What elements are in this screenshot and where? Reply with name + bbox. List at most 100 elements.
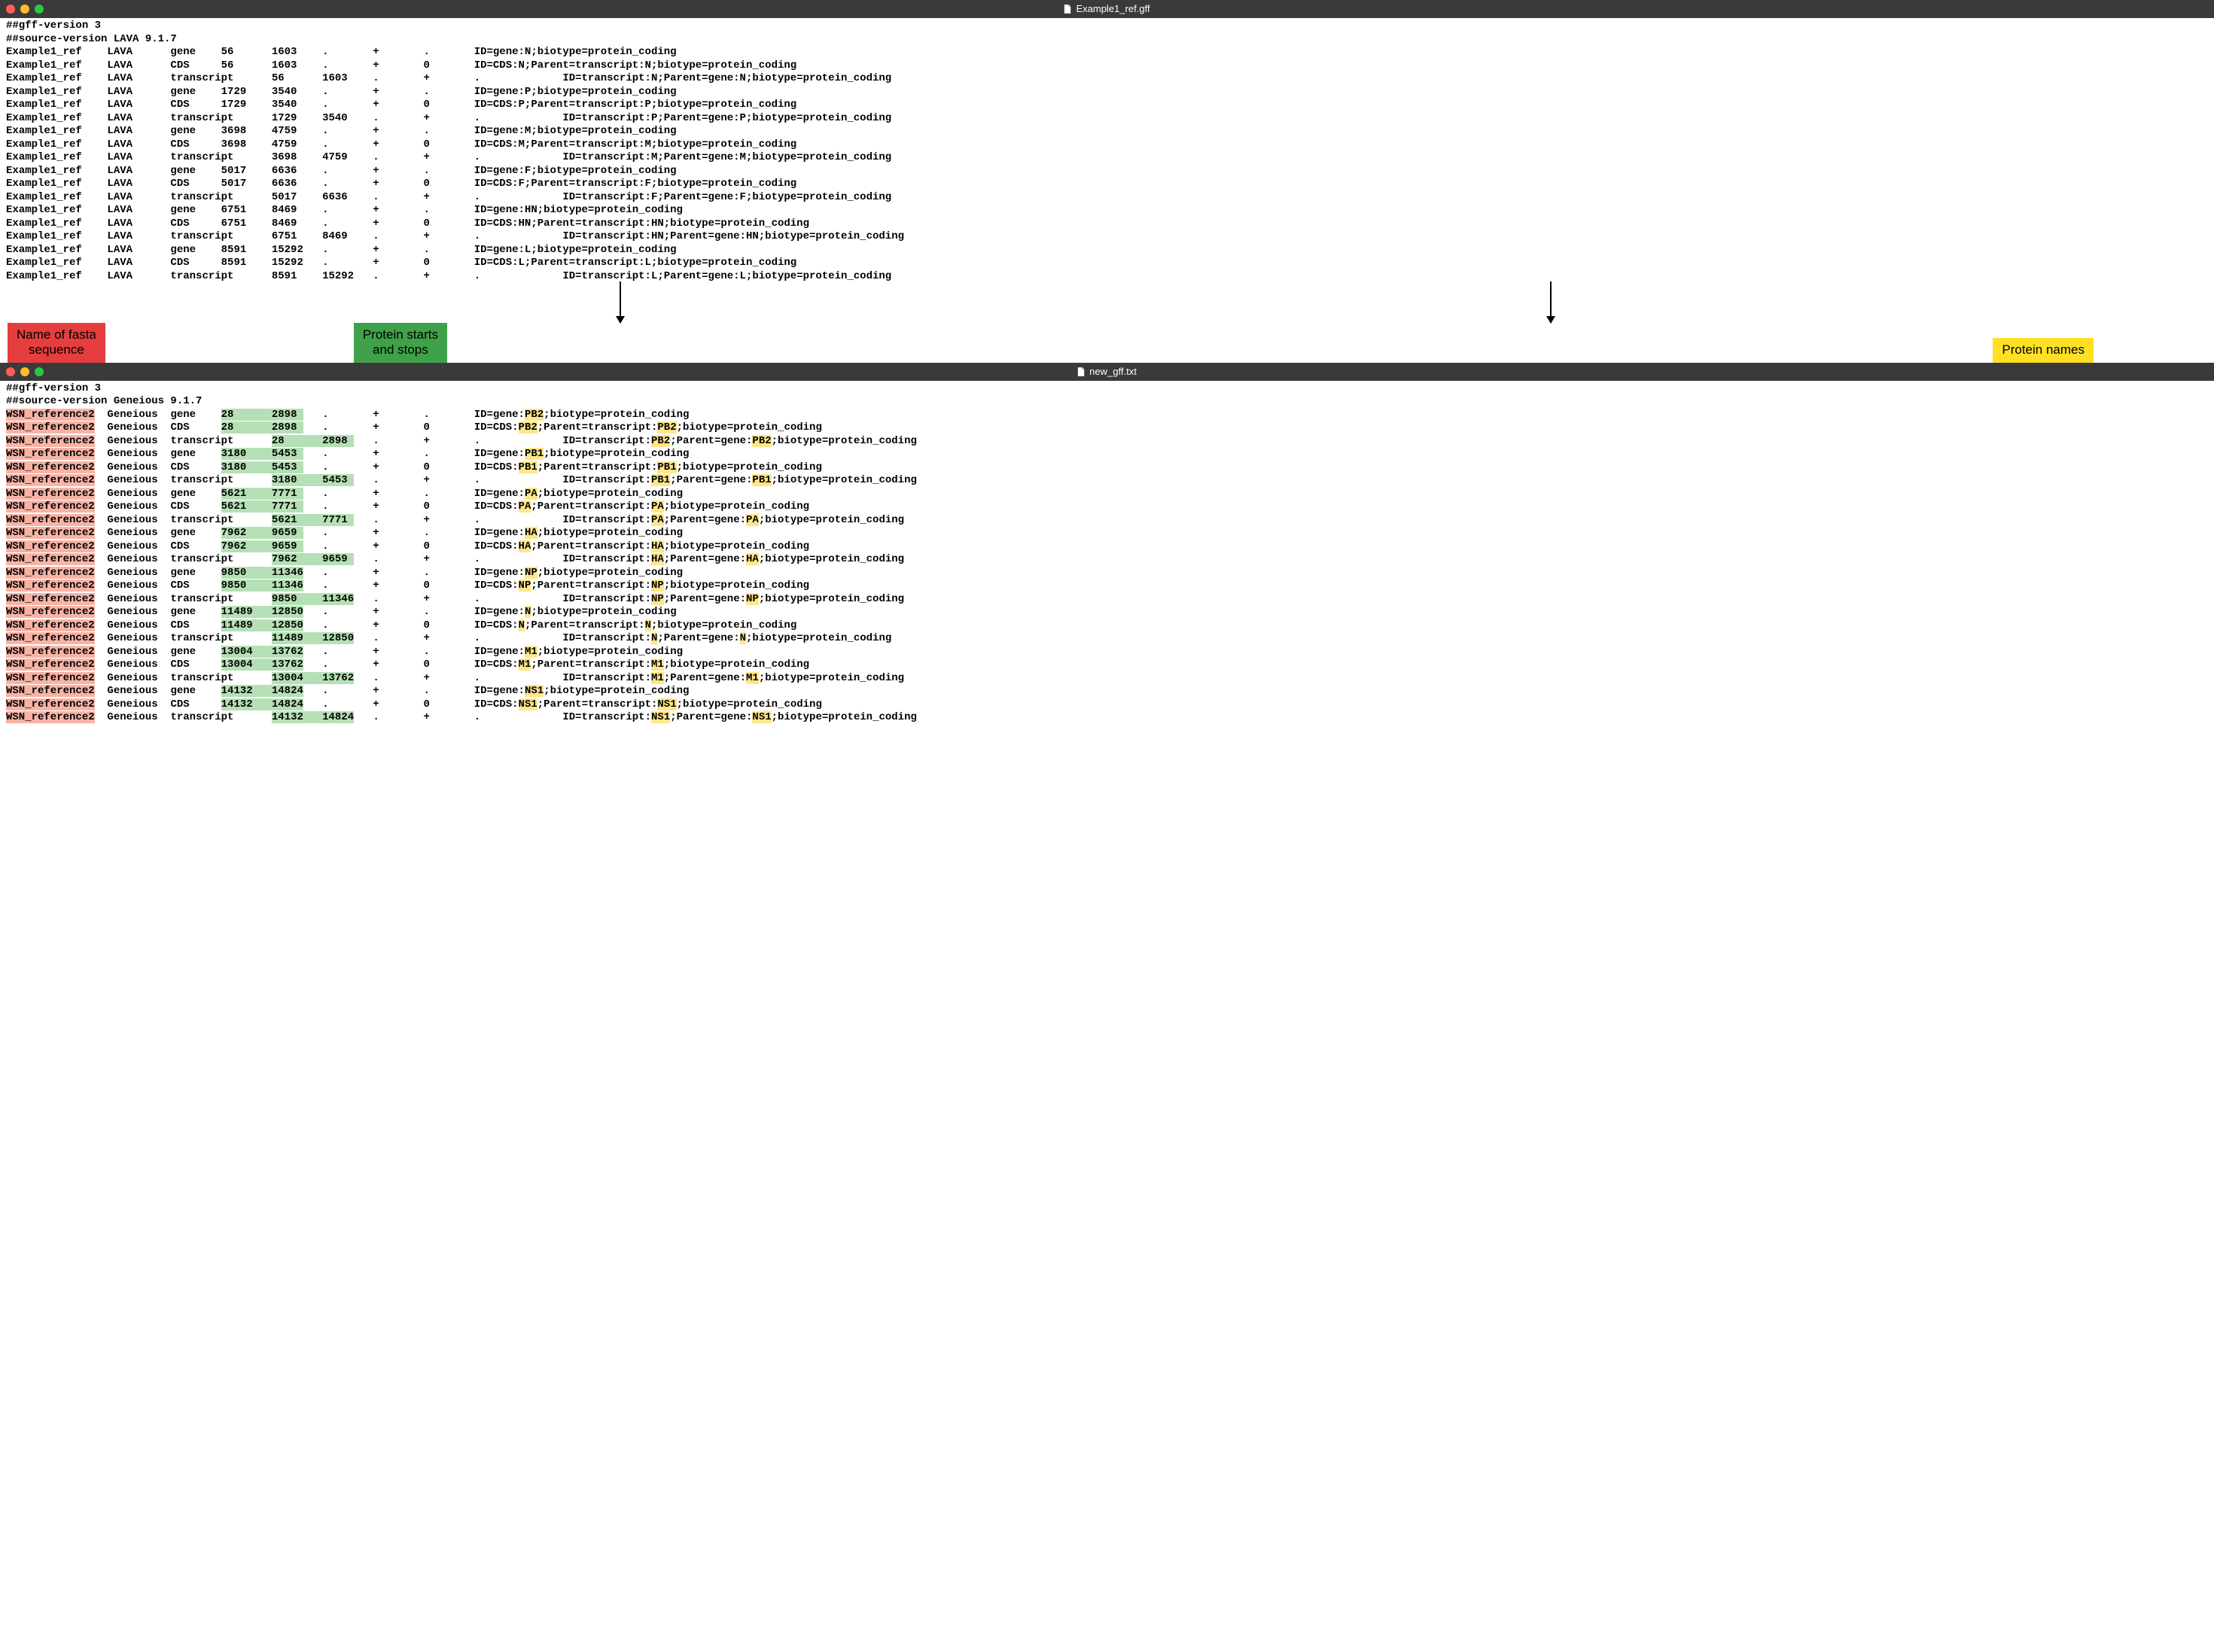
fasta-seq-name: WSN_reference2 — [6, 646, 95, 658]
fasta-seq-name: WSN_reference2 — [6, 527, 95, 539]
protein-name: NP — [519, 580, 531, 592]
coord-end: 7771 — [272, 500, 303, 513]
coord-start: 5621 — [221, 488, 272, 500]
fasta-seq-name: WSN_reference2 — [6, 553, 95, 565]
coord-start: 7962 — [221, 527, 272, 539]
close-icon[interactable] — [6, 5, 15, 14]
coord-start: 14132 — [221, 685, 272, 697]
coord-end: 14824 — [272, 698, 303, 710]
label-protein-names: Protein names — [1993, 338, 2094, 362]
coord-start: 7962 — [272, 553, 322, 565]
gff-row: WSN_reference2 Geneious CDS 28 2898 . + … — [6, 421, 2208, 435]
titlebar-1[interactable]: Example1_ref.gff — [0, 0, 2214, 18]
coord-end: 7771 — [322, 514, 354, 526]
coord-start: 13004 — [221, 659, 272, 671]
window-example1-ref: Example1_ref.gff ##gff-version 3##source… — [0, 0, 2214, 289]
maximize-icon[interactable] — [35, 5, 44, 14]
gff-row: Example1_ref LAVA CDS 8591 15292 . + 0 I… — [6, 257, 2208, 270]
protein-name: NP — [746, 593, 759, 605]
coord-end: 7771 — [272, 488, 303, 500]
protein-name: NS1 — [519, 698, 538, 710]
fasta-seq-name: WSN_reference2 — [6, 461, 95, 473]
gff-row: WSN_reference2 Geneious CDS 5621 7771 . … — [6, 500, 2208, 514]
coord-end: 12850 — [272, 619, 303, 631]
coord-start: 11489 — [272, 632, 322, 644]
coord-start: 11489 — [221, 606, 272, 618]
file-icon — [1064, 5, 1071, 14]
traffic-lights-1 — [6, 5, 44, 14]
fasta-seq-name: WSN_reference2 — [6, 580, 95, 592]
coord-end: 13762 — [272, 659, 303, 671]
coord-end: 14824 — [272, 685, 303, 697]
coord-start: 14132 — [272, 711, 322, 723]
protein-name: NP — [525, 567, 538, 579]
protein-name: PA — [651, 500, 664, 513]
fasta-seq-name: WSN_reference2 — [6, 685, 95, 697]
gff-row: WSN_reference2 Geneious gene 11489 12850… — [6, 606, 2208, 619]
gff-row: Example1_ref LAVA gene 5017 6636 . + . I… — [6, 165, 2208, 178]
protein-name: M1 — [651, 659, 664, 671]
gff-row: WSN_reference2 Geneious CDS 11489 12850 … — [6, 619, 2208, 633]
protein-name: NS1 — [525, 685, 544, 697]
protein-name: M1 — [525, 646, 538, 658]
protein-name: PB2 — [752, 435, 771, 447]
coord-start: 14132 — [221, 698, 272, 710]
arrow-to-starts-stops — [620, 281, 621, 323]
gff-row: Example1_ref LAVA gene 1729 3540 . + . I… — [6, 86, 2208, 99]
protein-name: NP — [651, 593, 664, 605]
gff-row: WSN_reference2 Geneious gene 14132 14824… — [6, 685, 2208, 698]
fasta-seq-name: WSN_reference2 — [6, 619, 95, 631]
gff-row: WSN_reference2 Geneious gene 9850 11346 … — [6, 567, 2208, 580]
protein-name: PA — [519, 500, 531, 513]
minimize-icon[interactable] — [20, 367, 29, 376]
gff-row: WSN_reference2 Geneious transcript 13004… — [6, 672, 2208, 686]
gff-row: WSN_reference2 Geneious CDS 7962 9659 . … — [6, 540, 2208, 554]
coord-start: 3180 — [272, 474, 322, 486]
gff-row: Example1_ref LAVA gene 8591 15292 . + . … — [6, 244, 2208, 257]
file-content-1[interactable]: ##gff-version 3##source-version LAVA 9.1… — [0, 18, 2214, 289]
fasta-seq-name: WSN_reference2 — [6, 421, 95, 434]
protein-name: PB2 — [519, 421, 538, 434]
fasta-seq-name: WSN_reference2 — [6, 540, 95, 552]
coord-end: 9659 — [272, 540, 303, 552]
close-icon[interactable] — [6, 367, 15, 376]
fasta-seq-name: WSN_reference2 — [6, 698, 95, 710]
gff-row: Example1_ref LAVA transcript 5017 6636 .… — [6, 191, 2208, 205]
protein-name: PA — [651, 514, 664, 526]
fasta-seq-name: WSN_reference2 — [6, 514, 95, 526]
fasta-seq-name: WSN_reference2 — [6, 409, 95, 421]
coord-end: 12850 — [322, 632, 354, 644]
coord-end: 11346 — [272, 580, 303, 592]
coord-end: 2898 — [272, 421, 303, 434]
coord-start: 9850 — [272, 593, 322, 605]
protein-name: PB2 — [657, 421, 676, 434]
gff-row: WSN_reference2 Geneious CDS 13004 13762 … — [6, 659, 2208, 672]
coord-end: 2898 — [322, 435, 354, 447]
coord-end: 12850 — [272, 606, 303, 618]
file-icon — [1077, 367, 1085, 376]
label-fasta-sequence: Name of fastasequence — [8, 323, 105, 363]
coord-end: 5453 — [272, 448, 303, 460]
gff-row: WSN_reference2 Geneious gene 3180 5453 .… — [6, 448, 2208, 461]
gff-row: Example1_ref LAVA CDS 3698 4759 . + 0 ID… — [6, 138, 2208, 152]
gff-row: Example1_ref LAVA transcript 3698 4759 .… — [6, 151, 2208, 165]
gff-row: WSN_reference2 Geneious gene 13004 13762… — [6, 646, 2208, 659]
fasta-seq-name: WSN_reference2 — [6, 435, 95, 447]
fasta-seq-name: WSN_reference2 — [6, 632, 95, 644]
fasta-seq-name: WSN_reference2 — [6, 488, 95, 500]
gff-row: Example1_ref LAVA gene 3698 4759 . + . I… — [6, 125, 2208, 138]
file-content-2[interactable]: ##gff-version 3##source-version Geneious… — [0, 381, 2214, 731]
coord-end: 5453 — [322, 474, 354, 486]
gff-row: Example1_ref LAVA CDS 6751 8469 . + 0 ID… — [6, 218, 2208, 231]
gff-row: WSN_reference2 Geneious transcript 11489… — [6, 632, 2208, 646]
coord-start: 9850 — [221, 567, 272, 579]
maximize-icon[interactable] — [35, 367, 44, 376]
minimize-icon[interactable] — [20, 5, 29, 14]
gff-header-line: ##gff-version 3 — [6, 20, 2208, 33]
titlebar-2[interactable]: new_gff.txt — [0, 363, 2214, 381]
coord-start: 13004 — [272, 672, 322, 684]
coord-start: 9850 — [221, 580, 272, 592]
protein-name: HA — [651, 540, 664, 552]
protein-name: PB1 — [651, 474, 670, 486]
gff-row: WSN_reference2 Geneious gene 28 2898 . +… — [6, 409, 2208, 422]
